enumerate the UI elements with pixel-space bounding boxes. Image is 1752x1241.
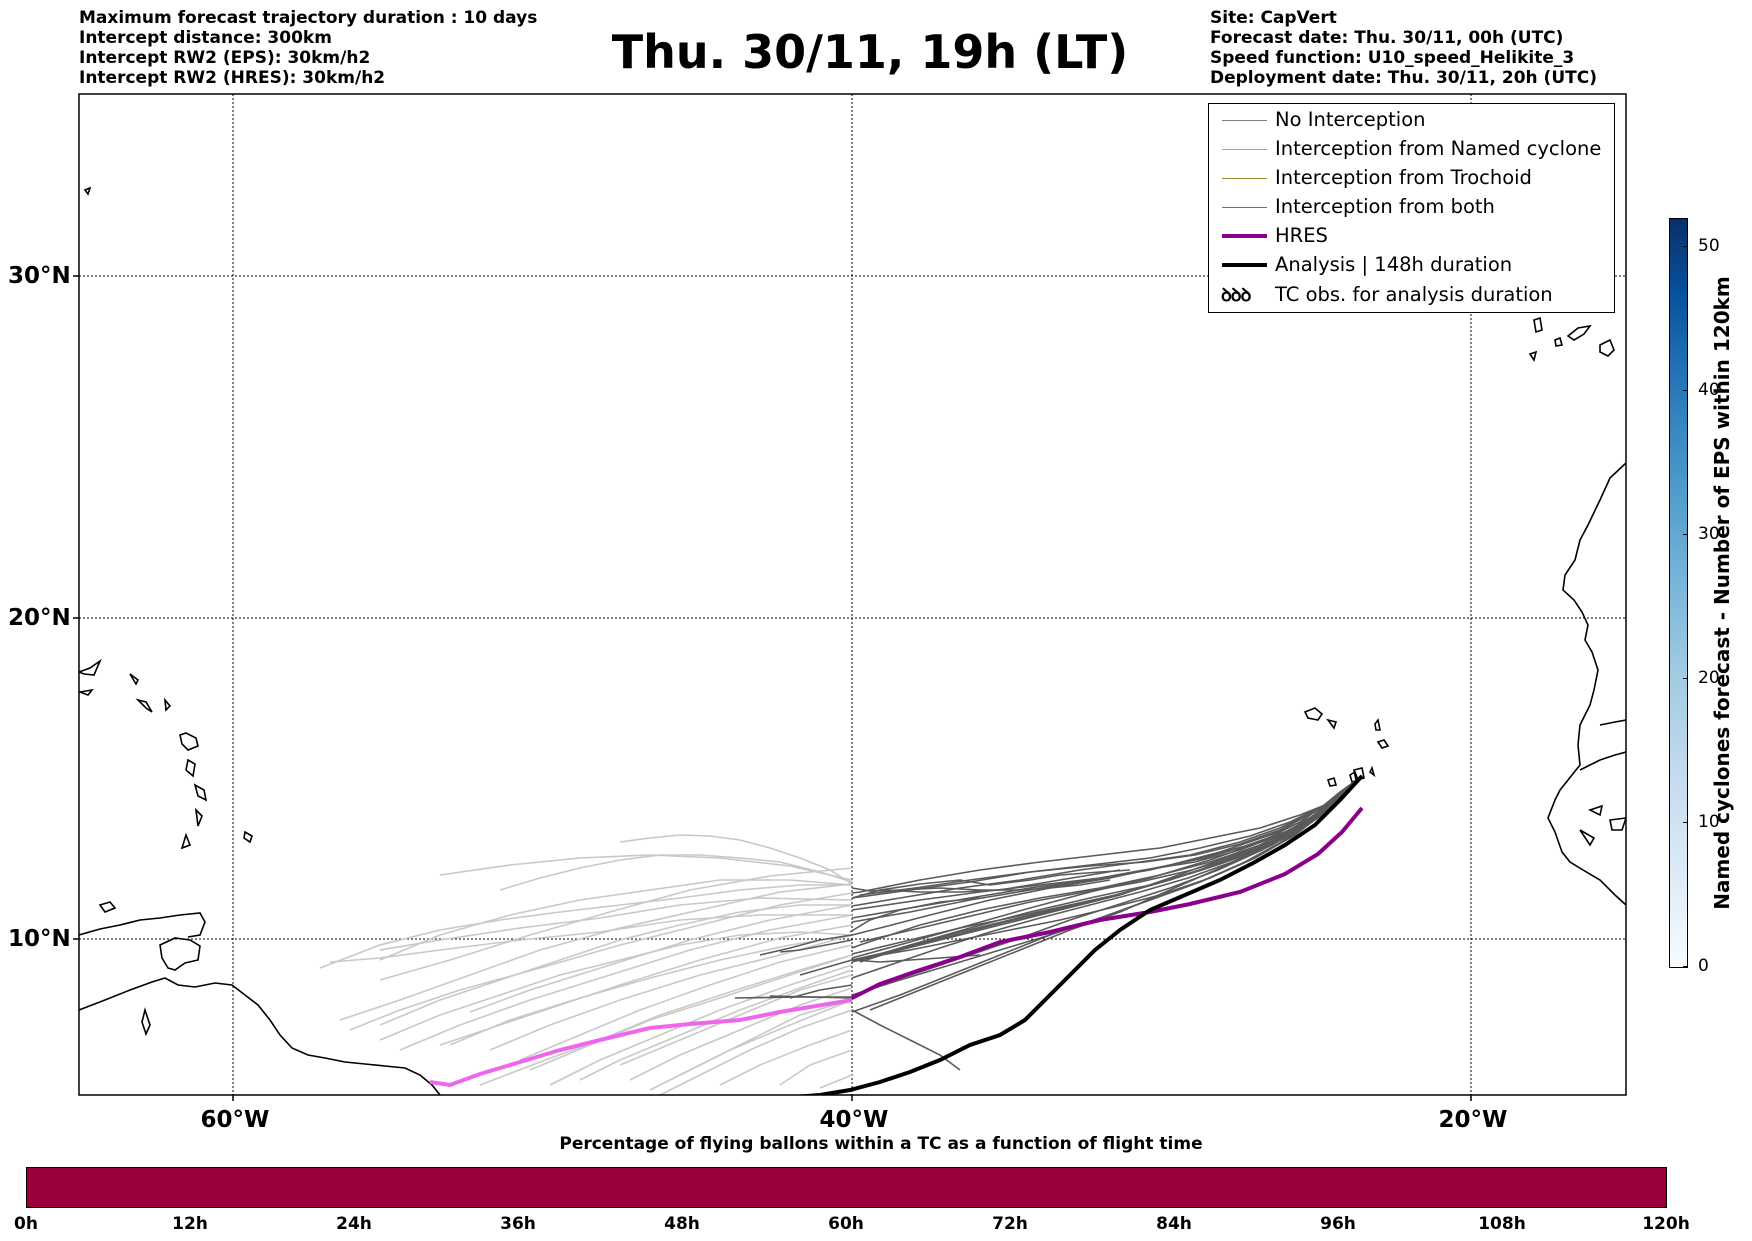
flight-time-tick: 84h: [1156, 1214, 1192, 1234]
lon-label: 40°W: [819, 1107, 889, 1133]
flight-time-bar: [26, 1167, 1667, 1208]
flight-time-tick: 0h: [14, 1214, 38, 1234]
lat-label: 10°N: [8, 926, 71, 952]
legend-label: Interception from Named cyclone: [1275, 137, 1602, 160]
legend-item: Interception from both: [1213, 193, 1608, 222]
black-line-icon: [1222, 263, 1267, 267]
colorbar-tick: [1683, 390, 1688, 391]
lat-label: 20°N: [8, 605, 71, 631]
legend-label: HRES: [1275, 224, 1328, 247]
flight-time-tick: 48h: [664, 1214, 700, 1234]
green-line-icon: [1222, 207, 1267, 208]
colorbar-tick-label: 50: [1698, 236, 1720, 256]
legend-label: Analysis | 148h duration: [1275, 253, 1513, 276]
legend-item: Interception from Named cyclone: [1213, 135, 1608, 164]
colorbar-tick-label: 20: [1698, 668, 1720, 688]
azores-island: [83, 186, 92, 196]
legend-label: Interception from both: [1275, 195, 1495, 218]
legend-label: Interception from Trochoid: [1275, 166, 1532, 189]
header-right-line: Deployment date: Thu. 30/11, 20h (UTC): [1210, 68, 1597, 88]
africa-coast: [1547, 462, 1626, 906]
colorbar-tick: [1683, 822, 1688, 823]
legend-label: No Interception: [1275, 108, 1426, 131]
eps-trajectories-light: [319, 834, 853, 1095]
colorbar-tick-label: 40: [1698, 380, 1720, 400]
flight-time-tick: 120h: [1642, 1214, 1690, 1234]
hres-trajectory-late: [851, 806, 1364, 1000]
analysis-trajectory: [793, 774, 1364, 1095]
lat-label: 30°N: [8, 263, 71, 289]
flight-time-tick: 108h: [1478, 1214, 1526, 1234]
hres-trajectory-early: [429, 998, 853, 1088]
canary-island: [1533, 316, 1543, 334]
legend-item: ꝺꝺꝺ TC obs. for analysis duration: [1213, 281, 1608, 310]
flight-time-tick: 96h: [1320, 1214, 1356, 1234]
flight-time-tick: 60h: [828, 1214, 864, 1234]
olive-line-icon: [1222, 178, 1267, 179]
header-right: Site: CapVert Forecast date: Thu. 30/11,…: [1210, 8, 1597, 88]
cape-verde-island: [1303, 707, 1324, 721]
colorbar-tick-label: 10: [1698, 812, 1720, 832]
colorbar-tick-label: 0: [1698, 956, 1709, 976]
trinidad-island: [159, 937, 201, 971]
gray-line-icon: [1222, 120, 1267, 121]
legend-item: Analysis | 148h duration: [1213, 251, 1608, 280]
legend-item: No Interception: [1213, 106, 1608, 135]
legend-item: HRES: [1213, 222, 1608, 251]
coastlines: [79, 186, 1626, 1095]
header-left-line: Maximum forecast trajectory duration : 1…: [79, 8, 538, 28]
header-left: Maximum forecast trajectory duration : 1…: [79, 8, 537, 88]
cyclone-icon: ꝺꝺꝺ: [1221, 285, 1251, 306]
header-left-line: Intercept RW2 (EPS): 30km/h2: [79, 48, 371, 68]
colorbar-tick: [1683, 246, 1688, 247]
caribbean-island: [79, 658, 102, 676]
legend-label: TC obs. for analysis duration: [1275, 283, 1553, 306]
colorbar: [1669, 218, 1688, 968]
colorbar-tick-label: 30: [1698, 524, 1720, 544]
venezuela-coast: [79, 912, 206, 938]
flight-time-bar-title: Percentage of flying ballons within a TC…: [559, 1134, 1203, 1154]
legend-item: Interception from Trochoid: [1213, 164, 1608, 193]
page-title: Thu. 30/11, 19h (LT): [611, 25, 1129, 79]
purple-line-icon: [1222, 234, 1267, 238]
header-right-line: Site: CapVert: [1210, 8, 1337, 28]
colorbar-tick: [1683, 534, 1688, 535]
colorbar-label: Named cyclones forecast - Number of EPS …: [1710, 276, 1734, 910]
orange-line-icon: [1222, 149, 1267, 150]
header-left-line: Intercept distance: 300km: [79, 28, 332, 48]
south-america-coast: [79, 977, 441, 1095]
eps-trajectories-dark: [734, 775, 1363, 1071]
lon-label: 20°W: [1438, 1107, 1508, 1133]
flight-time-tick: 24h: [336, 1214, 372, 1234]
header-left-line: Intercept RW2 (HRES): 30km/h2: [79, 68, 386, 88]
colorbar-tick: [1683, 966, 1688, 967]
flight-time-tick: 36h: [500, 1214, 536, 1234]
flight-time-tick: 12h: [172, 1214, 208, 1234]
legend: No Interception Interception from Named …: [1208, 103, 1615, 313]
header-right-line: Speed function: U10_speed_Helikite_3: [1210, 48, 1575, 68]
flight-time-tick: 72h: [992, 1214, 1028, 1234]
colorbar-tick: [1683, 678, 1688, 679]
lon-label: 60°W: [200, 1107, 270, 1133]
header-right-line: Forecast date: Thu. 30/11, 00h (UTC): [1210, 28, 1564, 48]
